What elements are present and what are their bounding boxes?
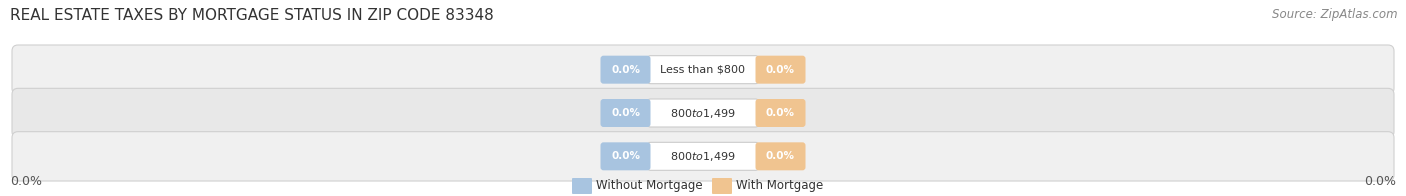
Text: $800 to $1,499: $800 to $1,499 — [671, 106, 735, 120]
Text: 0.0%: 0.0% — [1364, 175, 1396, 188]
FancyBboxPatch shape — [572, 178, 592, 194]
FancyBboxPatch shape — [755, 99, 806, 127]
FancyBboxPatch shape — [755, 56, 806, 84]
FancyBboxPatch shape — [711, 178, 733, 194]
Text: With Mortgage: With Mortgage — [735, 180, 824, 192]
FancyBboxPatch shape — [755, 142, 806, 170]
FancyBboxPatch shape — [13, 88, 1393, 138]
FancyBboxPatch shape — [13, 45, 1393, 94]
FancyBboxPatch shape — [600, 142, 651, 170]
FancyBboxPatch shape — [13, 132, 1393, 181]
Text: 0.0%: 0.0% — [612, 151, 640, 161]
Text: 0.0%: 0.0% — [612, 65, 640, 75]
FancyBboxPatch shape — [648, 142, 758, 170]
Text: 0.0%: 0.0% — [766, 65, 794, 75]
Text: Source: ZipAtlas.com: Source: ZipAtlas.com — [1272, 8, 1398, 21]
Text: $800 to $1,499: $800 to $1,499 — [671, 150, 735, 163]
FancyBboxPatch shape — [648, 99, 758, 127]
Text: Without Mortgage: Without Mortgage — [596, 180, 703, 192]
Text: REAL ESTATE TAXES BY MORTGAGE STATUS IN ZIP CODE 83348: REAL ESTATE TAXES BY MORTGAGE STATUS IN … — [10, 8, 494, 23]
Text: 0.0%: 0.0% — [612, 108, 640, 118]
FancyBboxPatch shape — [648, 56, 758, 84]
Text: 0.0%: 0.0% — [766, 151, 794, 161]
FancyBboxPatch shape — [600, 56, 651, 84]
FancyBboxPatch shape — [600, 99, 651, 127]
Text: 0.0%: 0.0% — [766, 108, 794, 118]
Text: Less than $800: Less than $800 — [661, 65, 745, 75]
Text: 0.0%: 0.0% — [10, 175, 42, 188]
